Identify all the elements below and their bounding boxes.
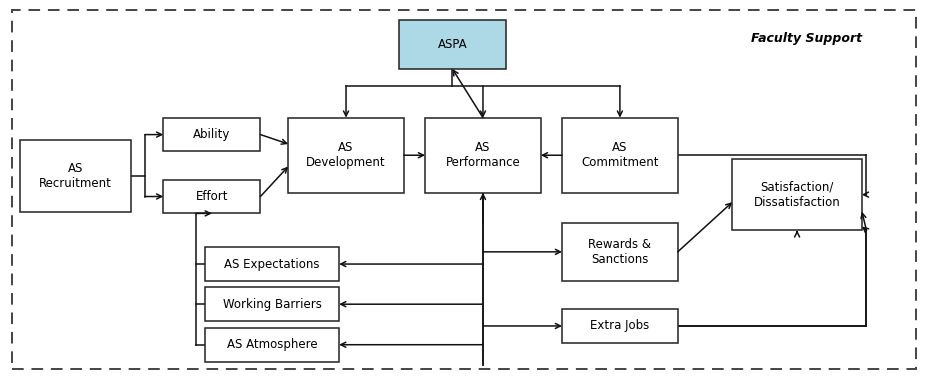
FancyBboxPatch shape	[731, 159, 861, 230]
Text: Ability: Ability	[193, 128, 230, 141]
Text: Rewards &
Sanctions: Rewards & Sanctions	[588, 238, 651, 266]
FancyBboxPatch shape	[425, 118, 540, 193]
Text: Effort: Effort	[196, 190, 228, 203]
FancyBboxPatch shape	[205, 247, 338, 281]
FancyBboxPatch shape	[19, 140, 131, 212]
FancyBboxPatch shape	[562, 309, 677, 343]
Text: Extra Jobs: Extra Jobs	[590, 319, 649, 333]
Text: ASPA: ASPA	[438, 38, 466, 51]
FancyBboxPatch shape	[205, 287, 338, 321]
Text: AS
Recruitment: AS Recruitment	[39, 162, 112, 190]
FancyBboxPatch shape	[562, 118, 677, 193]
Text: Faculty Support: Faculty Support	[750, 33, 861, 45]
Text: AS Atmosphere: AS Atmosphere	[226, 338, 317, 351]
Text: AS
Performance: AS Performance	[445, 141, 520, 169]
FancyBboxPatch shape	[399, 20, 505, 69]
FancyBboxPatch shape	[562, 223, 677, 281]
FancyBboxPatch shape	[205, 328, 338, 362]
Text: AS
Development: AS Development	[306, 141, 386, 169]
Text: Satisfaction/
Dissatisfaction: Satisfaction/ Dissatisfaction	[753, 181, 840, 209]
FancyBboxPatch shape	[288, 118, 403, 193]
Text: AS
Commitment: AS Commitment	[580, 141, 658, 169]
FancyBboxPatch shape	[163, 180, 260, 214]
Text: AS Expectations: AS Expectations	[224, 257, 320, 271]
FancyBboxPatch shape	[163, 118, 260, 152]
Text: Working Barriers: Working Barriers	[222, 298, 321, 311]
